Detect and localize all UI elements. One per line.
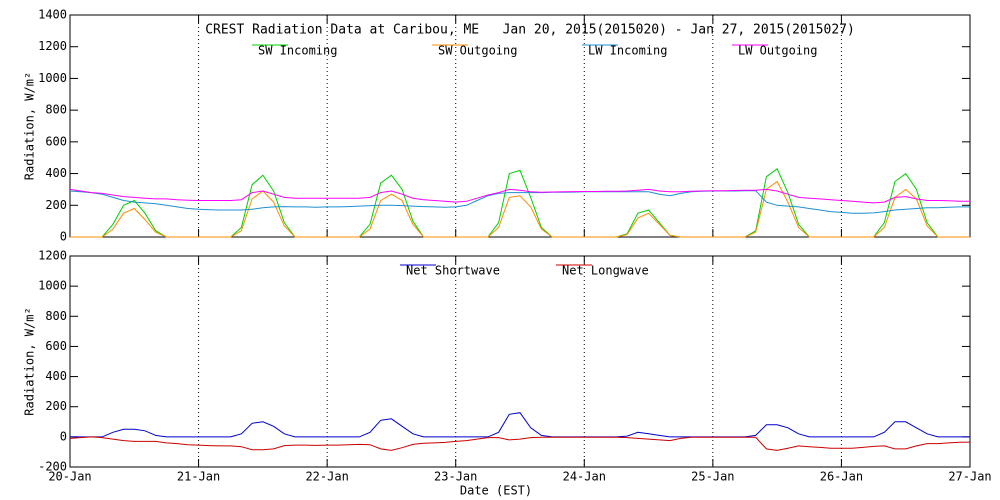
- x-tick-label: 24-Jan: [563, 470, 606, 484]
- x-tick-label: 20-Jan: [48, 470, 91, 484]
- legend-label: Net Longwave: [562, 264, 649, 278]
- y-axis-label: Radiation, W/m²: [23, 72, 37, 180]
- y-tick-label: 800: [45, 309, 67, 323]
- legend-label: LW Outgoing: [738, 44, 817, 58]
- series-line: [70, 180, 970, 238]
- y-tick-label: 400: [45, 166, 67, 180]
- y-tick-label: 800: [45, 103, 67, 117]
- x-tick-label: 22-Jan: [305, 470, 348, 484]
- y-tick-label: -200: [38, 460, 67, 474]
- legend-label: SW Outgoing: [438, 44, 517, 58]
- series-line: [70, 412, 970, 438]
- x-tick-label: 23-Jan: [434, 470, 477, 484]
- plot-frame: [69, 14, 971, 238]
- y-tick-label: 1000: [38, 71, 67, 85]
- x-tick-label: 25-Jan: [691, 470, 734, 484]
- y-tick-label: 600: [45, 339, 67, 353]
- y-tick-label: 1200: [38, 39, 67, 53]
- y-tick-label: 200: [45, 399, 67, 413]
- legend-label: LW Incoming: [588, 44, 667, 58]
- y-tick-label: 200: [45, 198, 67, 212]
- y-tick-label: 400: [45, 369, 67, 383]
- y-tick-label: 1200: [38, 249, 67, 263]
- y-tick-label: 1000: [38, 279, 67, 293]
- x-axis-label: Date (EST): [460, 484, 532, 498]
- chart-title: CREST Radiation Data at Caribou, ME Jan …: [205, 23, 855, 38]
- x-tick-label: 26-Jan: [820, 470, 863, 484]
- series-line: [69, 436, 971, 451]
- x-tick-label: 21-Jan: [177, 470, 220, 484]
- y-tick-label: 1400: [38, 8, 67, 22]
- legend-label: SW Incoming: [258, 44, 337, 58]
- legend-label: Net Shortwave: [406, 264, 500, 278]
- plot-frame: [69, 255, 971, 468]
- series-line: [69, 190, 970, 214]
- x-tick-label: 27-Jan: [948, 470, 991, 484]
- y-tick-label: 0: [60, 429, 67, 443]
- y-tick-label: 600: [45, 134, 67, 148]
- series-line: [69, 188, 971, 204]
- y-axis-label: Radiation, W/m²: [23, 307, 37, 415]
- y-tick-label: 0: [60, 230, 67, 244]
